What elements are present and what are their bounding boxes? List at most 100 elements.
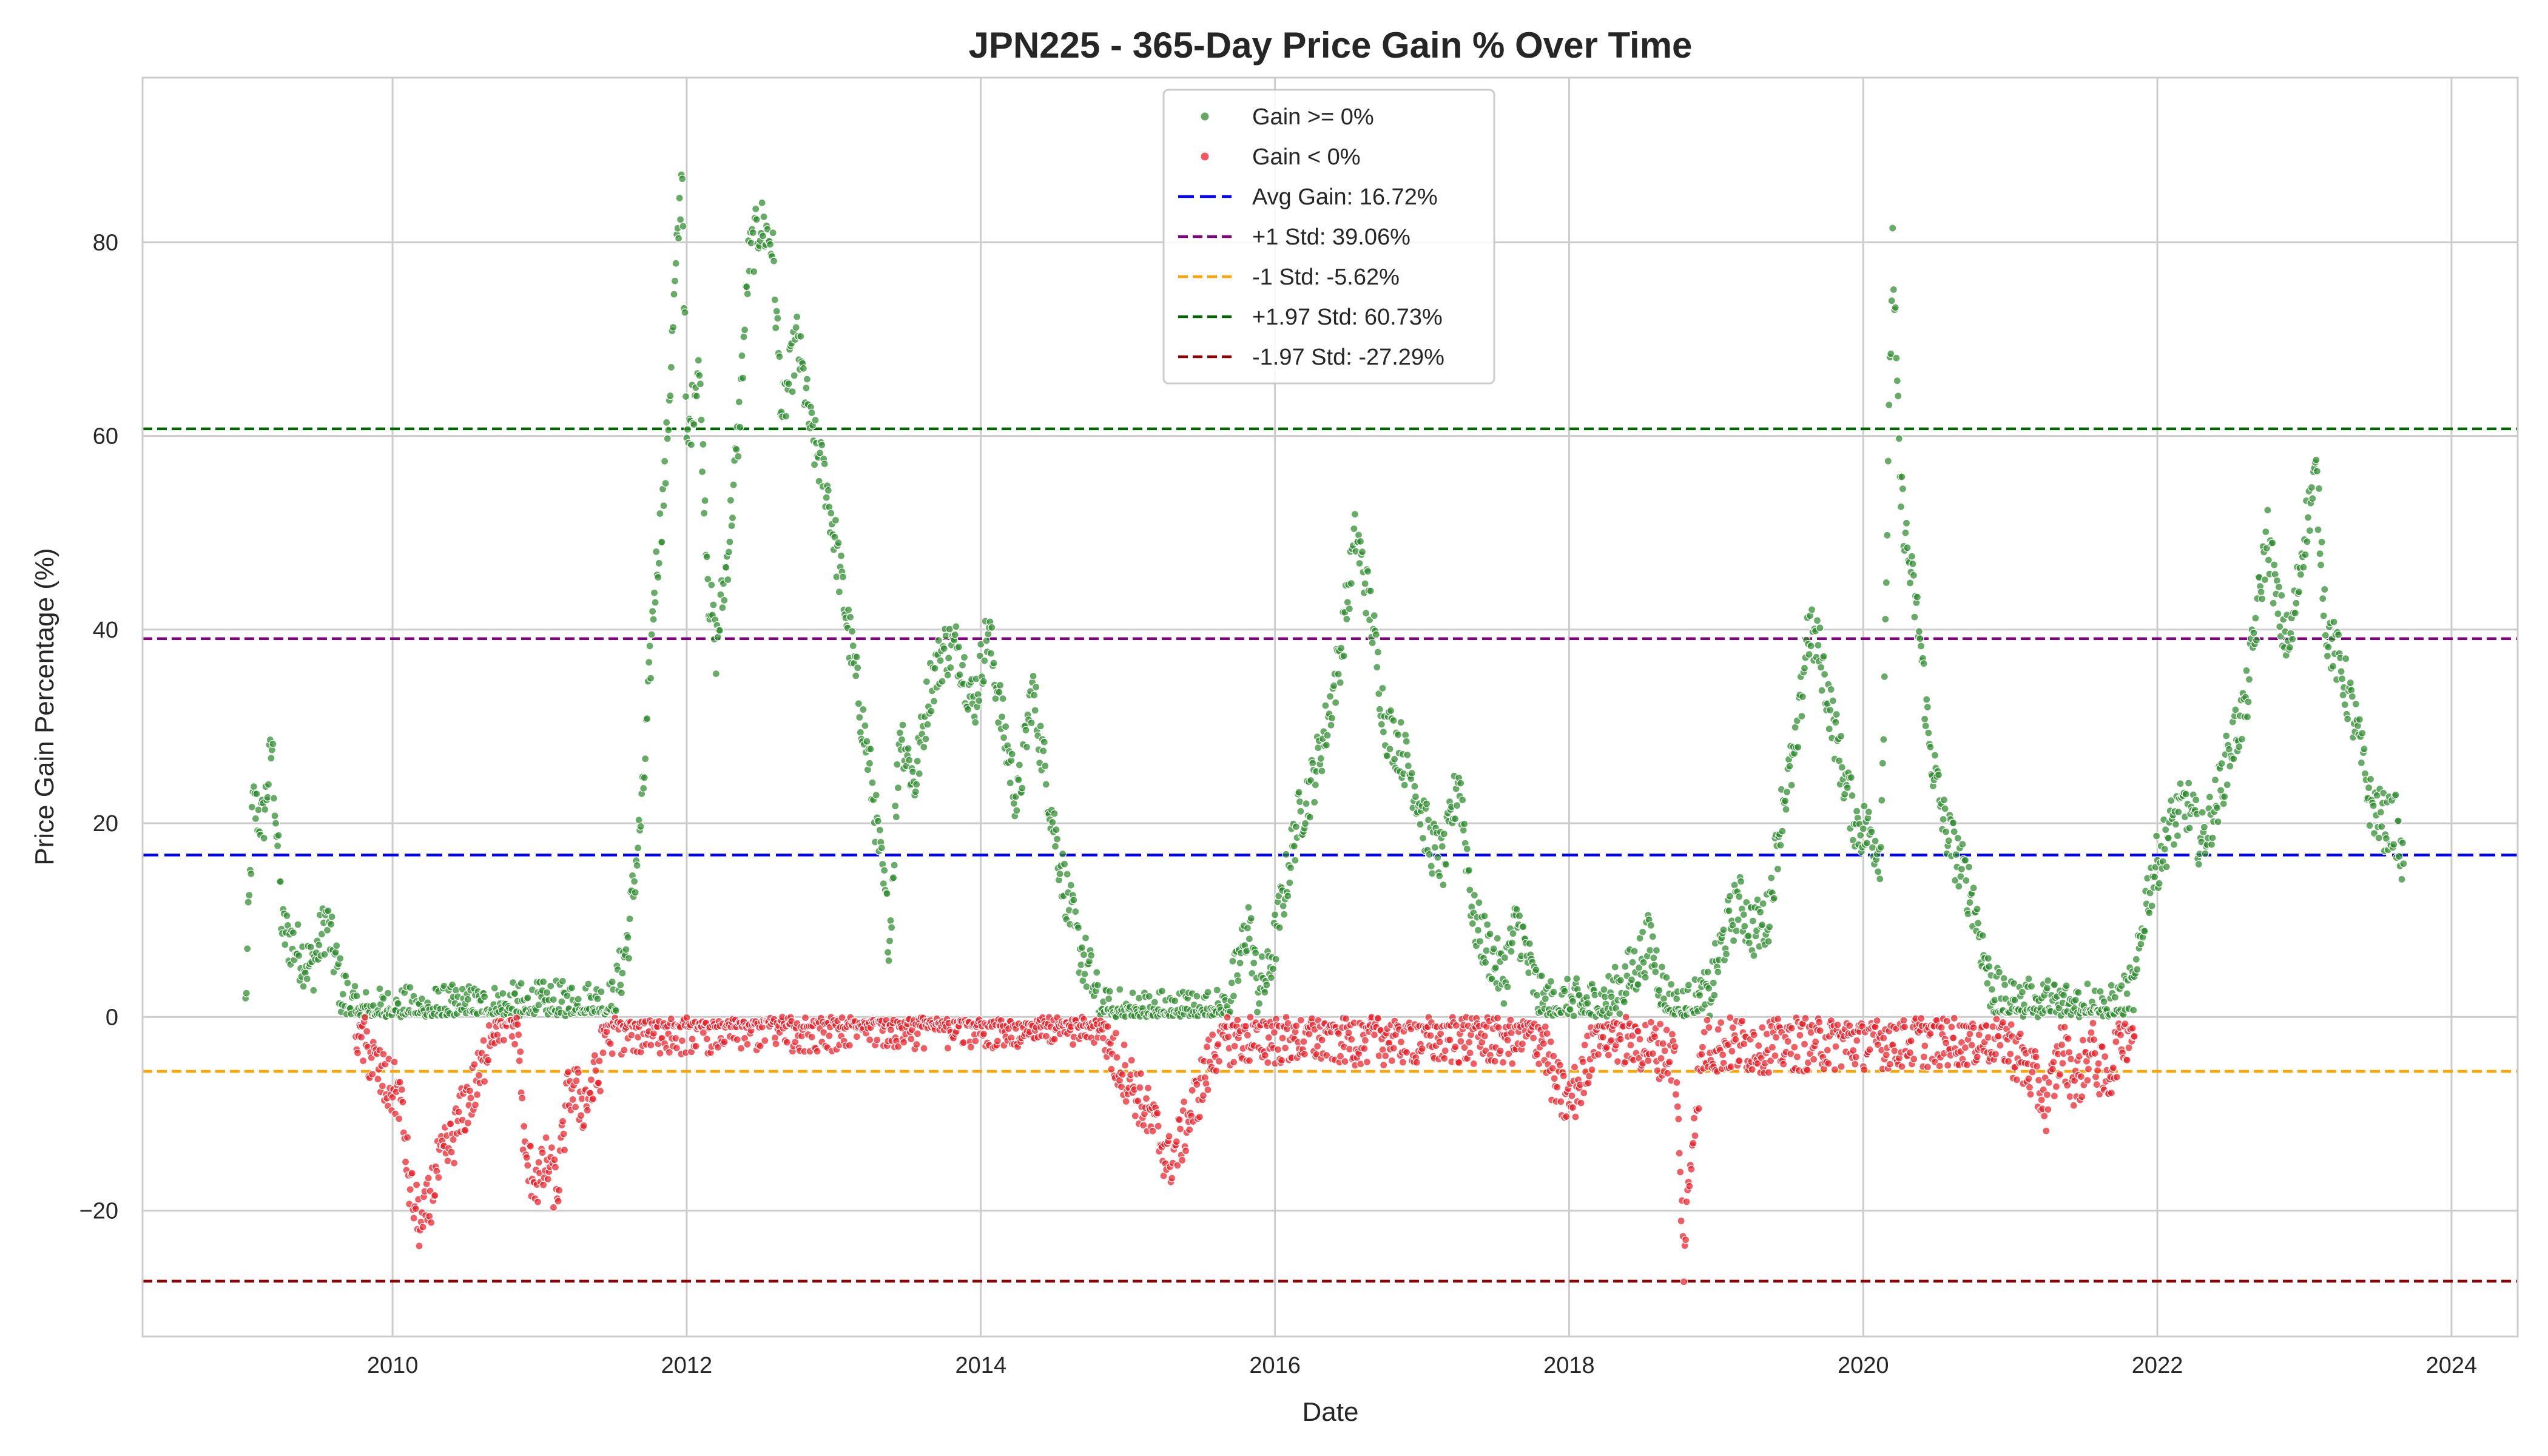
data-point bbox=[2342, 655, 2350, 663]
data-point bbox=[1955, 882, 1963, 891]
data-point bbox=[2123, 989, 2131, 998]
data-point bbox=[2078, 1036, 2087, 1045]
data-point bbox=[716, 590, 725, 599]
data-point bbox=[1127, 1056, 1136, 1065]
data-point bbox=[2330, 618, 2338, 626]
data-point bbox=[1773, 864, 1782, 874]
data-point bbox=[2112, 1073, 2121, 1081]
data-point bbox=[2006, 1050, 2015, 1058]
data-point bbox=[960, 653, 969, 662]
data-point bbox=[1909, 559, 1917, 568]
data-point bbox=[913, 757, 922, 766]
data-point bbox=[1311, 781, 1320, 789]
data-point bbox=[1923, 695, 1931, 704]
data-point bbox=[1040, 738, 1048, 746]
data-point bbox=[1441, 860, 1450, 869]
data-point bbox=[2217, 759, 2226, 768]
data-point bbox=[323, 926, 332, 934]
data-point bbox=[729, 480, 738, 489]
data-point bbox=[1394, 730, 1403, 739]
data-point bbox=[669, 323, 678, 332]
data-point bbox=[480, 993, 489, 1001]
data-point bbox=[769, 257, 778, 265]
data-point bbox=[1774, 1015, 1782, 1023]
data-point bbox=[1851, 1060, 1859, 1068]
data-point bbox=[1906, 579, 1915, 587]
data-point bbox=[866, 745, 875, 753]
data-point bbox=[1261, 988, 1269, 997]
data-point bbox=[1639, 928, 1647, 936]
data-point bbox=[749, 228, 757, 237]
data-point bbox=[1532, 966, 1540, 974]
data-point bbox=[267, 754, 275, 763]
data-point bbox=[807, 408, 816, 417]
data-point bbox=[1451, 814, 1460, 823]
data-point bbox=[1832, 718, 1840, 727]
data-point bbox=[2220, 792, 2229, 801]
data-point bbox=[1668, 1030, 1676, 1039]
data-point bbox=[1798, 692, 1807, 701]
data-point bbox=[1277, 1056, 1286, 1065]
data-point bbox=[2024, 974, 2033, 983]
data-point bbox=[474, 1071, 484, 1080]
data-point bbox=[971, 1037, 980, 1045]
data-point bbox=[2025, 1083, 2034, 1091]
data-point bbox=[1902, 519, 1911, 527]
legend-label: -1 Std: -5.62% bbox=[1252, 265, 1400, 290]
data-point bbox=[1361, 1036, 1369, 1045]
data-point bbox=[1482, 946, 1491, 955]
data-point bbox=[1519, 922, 1528, 931]
data-point bbox=[1503, 1036, 1512, 1045]
data-point bbox=[1027, 718, 1036, 727]
data-point bbox=[563, 991, 571, 1000]
data-point bbox=[897, 735, 906, 744]
data-point bbox=[1366, 587, 1375, 595]
data-point bbox=[1673, 1102, 1682, 1111]
data-point bbox=[1468, 919, 1477, 928]
data-point bbox=[2395, 852, 2404, 861]
data-point bbox=[1646, 921, 1655, 929]
data-point bbox=[2319, 595, 2327, 603]
data-point bbox=[1518, 1039, 1527, 1048]
data-point bbox=[2225, 745, 2233, 753]
data-point bbox=[597, 988, 605, 996]
data-point bbox=[904, 744, 912, 753]
data-point bbox=[770, 295, 779, 304]
data-point bbox=[704, 575, 712, 584]
data-point bbox=[865, 1036, 874, 1044]
data-point bbox=[1630, 947, 1639, 956]
data-point bbox=[1508, 939, 1517, 947]
data-point bbox=[658, 538, 666, 547]
data-point bbox=[1566, 1005, 1574, 1014]
data-point bbox=[1813, 616, 1822, 625]
data-point bbox=[2314, 484, 2324, 493]
data-point bbox=[1785, 762, 1794, 770]
data-point bbox=[1882, 1051, 1890, 1059]
data-point bbox=[913, 1030, 922, 1038]
data-point bbox=[733, 1035, 741, 1044]
data-point bbox=[1817, 663, 1825, 672]
data-point bbox=[1790, 1043, 1799, 1051]
data-point bbox=[2200, 823, 2208, 831]
data-point bbox=[2346, 678, 2354, 687]
data-point bbox=[1791, 723, 1799, 732]
data-point bbox=[2091, 1049, 2099, 1057]
y-tick-label: 60 bbox=[93, 424, 118, 450]
data-point bbox=[1709, 979, 1717, 987]
data-point bbox=[518, 1094, 527, 1102]
data-point bbox=[1281, 1043, 1290, 1053]
data-point bbox=[1350, 524, 1358, 533]
data-point bbox=[399, 1097, 407, 1107]
data-point bbox=[1878, 796, 1886, 804]
data-point bbox=[1748, 917, 1757, 925]
data-point bbox=[1949, 818, 1958, 827]
data-point bbox=[1515, 911, 1524, 920]
data-point bbox=[2308, 494, 2317, 503]
data-point bbox=[339, 990, 347, 999]
data-point bbox=[2235, 743, 2243, 751]
data-point bbox=[1071, 907, 1080, 916]
legend-marker bbox=[1201, 152, 1209, 161]
data-point bbox=[2060, 1023, 2069, 1031]
data-point bbox=[690, 420, 698, 429]
data-point bbox=[758, 232, 767, 240]
